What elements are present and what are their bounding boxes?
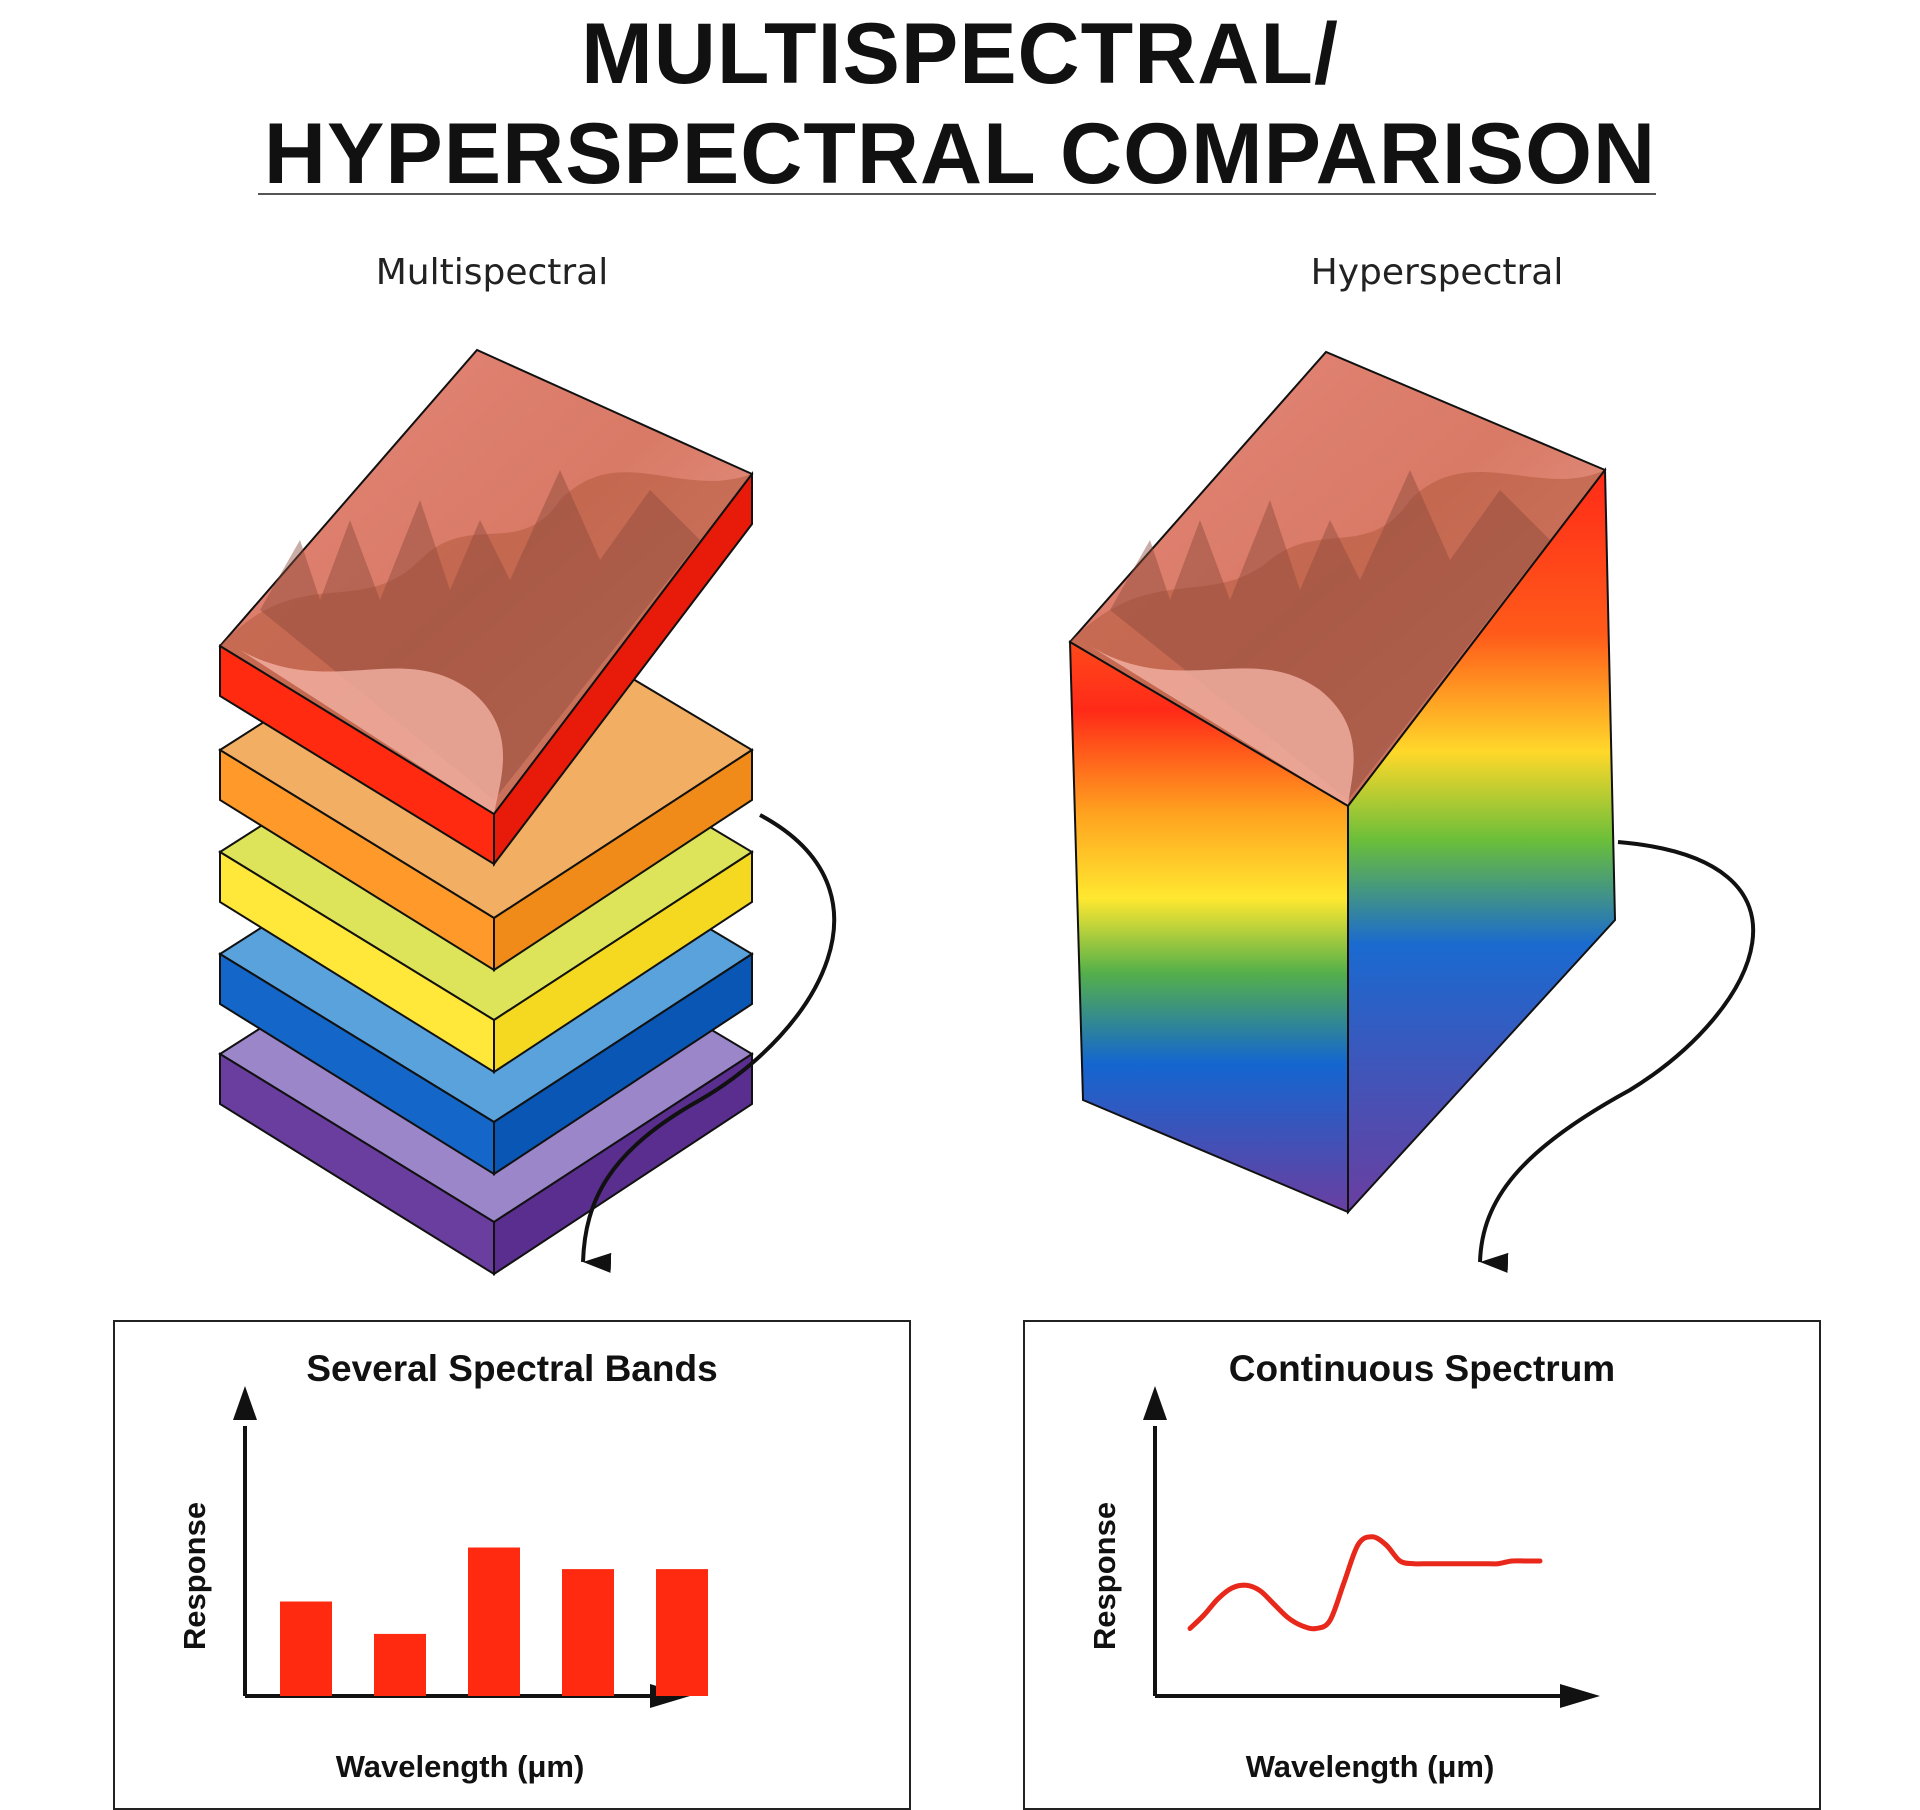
spectrum-line xyxy=(1187,1534,1543,1632)
hyperspectral-cube xyxy=(1068,350,1617,1215)
bar-chart-title: Several Spectral Bands xyxy=(306,1348,718,1389)
y-axis-label: Response xyxy=(177,1502,212,1650)
bar-series xyxy=(280,1547,708,1696)
continuous-spectrum-panel: Continuous Spectrum Wavelength (μm) Resp… xyxy=(1023,1320,1821,1810)
y-axis-label: Response xyxy=(1087,1502,1122,1650)
bar-1 xyxy=(280,1601,332,1696)
hyperspectral-label: Hyperspectral xyxy=(1310,252,1564,293)
line-chart: Wavelength (μm) Response xyxy=(1087,1386,1600,1784)
bar-3 xyxy=(468,1547,520,1696)
bar-4 xyxy=(562,1569,614,1696)
x-axis-arrowhead xyxy=(1560,1684,1600,1708)
bar-5 xyxy=(656,1569,708,1696)
y-axis-arrowhead xyxy=(1143,1386,1167,1420)
title-divider xyxy=(258,193,1656,195)
x-axis-label: Wavelength (μm) xyxy=(1246,1749,1495,1784)
x-axis-label: Wavelength (μm) xyxy=(336,1749,585,1784)
y-axis-arrowhead xyxy=(233,1386,257,1420)
hyperspectral-arrow xyxy=(1478,840,1756,1273)
line-chart-title: Continuous Spectrum xyxy=(1228,1348,1616,1389)
multispectral-arrow xyxy=(581,813,837,1273)
bar-chart: Wavelength (μm) Response xyxy=(177,1386,708,1784)
bar-2 xyxy=(374,1633,426,1696)
red-layer xyxy=(218,348,754,867)
multispectral-label: Multispectral xyxy=(375,252,609,293)
title-line-1: MULTISPECTRAL/ xyxy=(581,6,1339,102)
spectral-bands-panel: Several Spectral Bands Wavelength (μm) R… xyxy=(113,1320,911,1810)
page-title: MULTISPECTRAL/ HYPERSPECTRAL COMPARISON xyxy=(0,4,1920,204)
multispectral-stack xyxy=(218,348,754,1276)
title-line-2: HYPERSPECTRAL COMPARISON xyxy=(263,106,1657,202)
